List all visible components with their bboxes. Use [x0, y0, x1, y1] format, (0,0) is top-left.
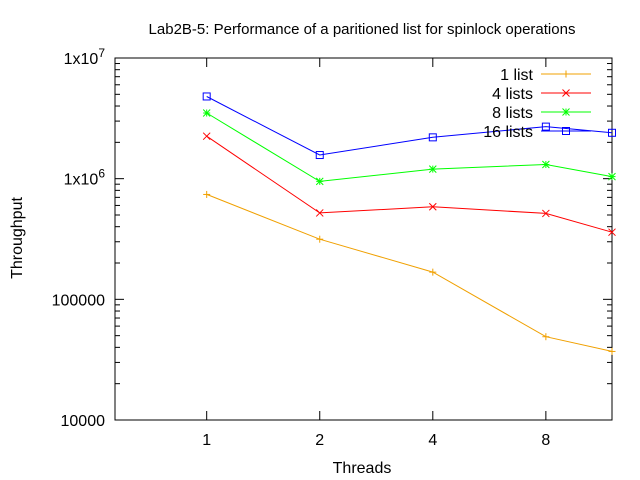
data-point	[608, 128, 616, 137]
marker-stroke	[608, 172, 616, 181]
marker-stroke	[562, 127, 570, 135]
data-point	[608, 228, 616, 237]
marker-stroke	[542, 209, 550, 218]
data-point	[562, 89, 570, 97]
y-tick-label: 10000	[61, 413, 106, 430]
x-tick-label: 4	[428, 432, 437, 449]
marker-stroke	[608, 228, 616, 237]
data-point	[542, 209, 550, 218]
data-point	[608, 172, 616, 181]
data-point	[203, 190, 211, 198]
legend-label: 8 lists	[492, 105, 533, 122]
chart-title: Lab2B-5: Performance of a paritioned lis…	[149, 21, 576, 38]
marker-stroke	[562, 108, 570, 116]
x-tick-label: 1	[202, 432, 211, 449]
x-axis-label: Threads	[333, 460, 392, 477]
marker-stroke	[542, 160, 550, 169]
legend-label: 1 list	[500, 67, 533, 84]
y-tick-label: 1x106	[64, 167, 106, 189]
data-point	[316, 235, 324, 243]
marker-stroke	[202, 109, 211, 117]
x-tick-label: 2	[315, 432, 324, 449]
data-point	[542, 160, 550, 169]
data-point	[562, 127, 570, 135]
plot-border	[114, 57, 613, 421]
marker-stroke	[315, 177, 324, 186]
data-point	[562, 70, 570, 78]
series-layer	[202, 92, 616, 355]
marker-stroke	[428, 202, 437, 211]
data-point	[428, 133, 437, 142]
data-point	[428, 202, 437, 211]
data-point	[315, 209, 324, 217]
data-point	[608, 347, 616, 355]
series-line	[206, 135, 613, 233]
data-point	[428, 165, 437, 173]
data-point	[315, 177, 324, 186]
data-point	[202, 132, 211, 141]
data-point	[429, 268, 437, 276]
marker-stroke	[315, 209, 324, 217]
marker-stroke	[608, 128, 616, 137]
legend-label: 4 lists	[492, 86, 533, 103]
y-tick-label: 100000	[52, 292, 105, 309]
data-point	[562, 108, 570, 116]
data-point	[202, 92, 211, 101]
legend-label: 16 lists	[483, 124, 533, 141]
series-line	[206, 112, 613, 182]
data-point	[202, 109, 211, 117]
series-line	[206, 96, 613, 156]
data-point	[315, 151, 324, 160]
marker-stroke	[428, 133, 437, 142]
series-line	[206, 193, 613, 352]
y-axis-label: Throughput	[9, 197, 26, 279]
marker-stroke	[202, 132, 211, 141]
marker-stroke	[315, 151, 324, 160]
plot-axes: 10000 100000 1x106 1x107 1 2 4 8	[52, 46, 613, 449]
y-tick-label: 1x107	[64, 46, 106, 68]
marker-stroke	[562, 89, 570, 97]
legend: 1 list 4 lists 8 lists 16 lists	[483, 67, 591, 141]
x-tick-label: 8	[541, 432, 550, 449]
data-point	[541, 122, 550, 131]
data-point	[542, 333, 550, 341]
marker-stroke	[428, 165, 437, 173]
marker-stroke	[541, 122, 550, 131]
marker-stroke	[202, 92, 211, 101]
